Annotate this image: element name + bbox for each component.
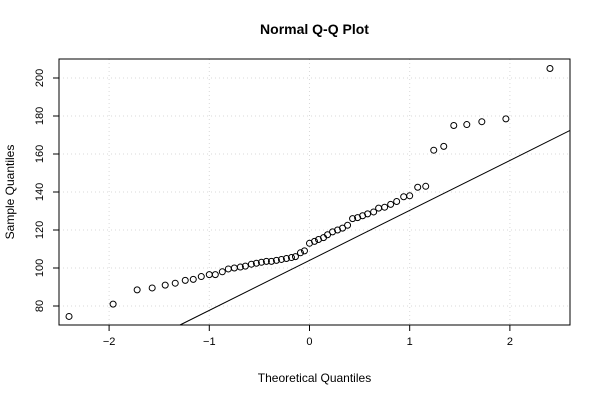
data-point [387, 200, 395, 208]
data-point [381, 203, 389, 211]
x-tick-label: −1 [203, 336, 216, 348]
data-point [211, 271, 219, 279]
data-point [148, 284, 156, 292]
data-point [197, 273, 205, 281]
data-point [181, 276, 189, 284]
y-tick-label: 200 [34, 69, 46, 87]
data-point [171, 279, 179, 287]
data-point [478, 118, 486, 126]
x-tick-label: 2 [507, 336, 513, 348]
data-point [430, 146, 438, 154]
data-point [272, 256, 280, 264]
y-tick-label: 160 [34, 145, 46, 163]
data-point [393, 198, 401, 205]
data-point [546, 65, 554, 72]
data-point [414, 183, 422, 191]
data-point [450, 122, 458, 129]
data-point [300, 247, 308, 255]
data-point [296, 249, 304, 257]
x-axis: −2 −1 0 1 2 [103, 324, 513, 348]
data-point [311, 237, 318, 245]
data-point [277, 255, 285, 263]
data-point [252, 259, 260, 267]
data-point [422, 182, 430, 190]
data-point [247, 260, 255, 268]
x-tick-label: 1 [407, 336, 413, 348]
x-tick-label: −2 [103, 336, 116, 348]
data-point [241, 262, 249, 270]
data-point [65, 312, 73, 320]
data-point [344, 221, 352, 229]
x-axis-label: Theoretical Quantiles [258, 371, 371, 385]
data-point [282, 255, 290, 262]
data-points [65, 65, 554, 320]
y-tick-label: 120 [34, 221, 46, 239]
data-point [291, 253, 299, 261]
y-tick-label: 100 [34, 259, 46, 277]
data-point [463, 121, 471, 129]
data-point [189, 275, 197, 283]
data-point [257, 258, 265, 266]
data-point [236, 263, 244, 271]
data-point [406, 192, 414, 200]
data-point [267, 257, 275, 265]
data-point [287, 254, 295, 262]
chart-title: Normal Q-Q Plot [260, 21, 369, 37]
data-point [502, 115, 510, 123]
data-point [349, 215, 357, 223]
x-tick-label: 0 [306, 336, 312, 348]
data-point [262, 257, 270, 265]
data-point [370, 208, 378, 216]
reference-line-group [179, 130, 571, 326]
data-point [218, 268, 226, 276]
data-point [109, 300, 117, 308]
y-tick-label: 180 [34, 107, 46, 125]
y-tick-label: 140 [34, 183, 46, 201]
y-axis: 80 100 120 140 160 180 200 [34, 69, 60, 312]
y-tick-label: 80 [34, 300, 46, 312]
data-point [133, 286, 141, 294]
qq-reference-line [179, 130, 571, 326]
grid-lines [59, 59, 570, 325]
y-axis-label: Sample Quantiles [3, 145, 17, 240]
data-point [161, 281, 169, 289]
data-point [364, 210, 372, 218]
data-point [440, 142, 448, 150]
